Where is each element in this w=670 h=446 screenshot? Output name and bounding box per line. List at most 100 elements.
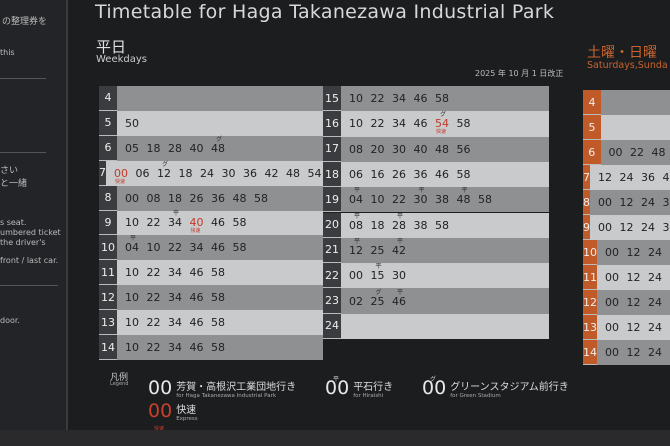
hour-row: 1400122436 [583, 340, 670, 365]
minute-value: 40 [189, 216, 204, 230]
minute-value: 05 [125, 141, 139, 155]
info-text: s seat. [0, 218, 27, 227]
hour-row: 8 00 08 18 26 36 48 58 [99, 185, 323, 211]
departure-minute: 46 平 [392, 289, 414, 308]
departure-minute: 58 [211, 291, 233, 304]
destination-mark: 平 [173, 210, 180, 218]
departure-minute: 24 [648, 321, 670, 334]
departure-minute: 04 平 [349, 187, 371, 206]
green-stadium-mark: グ [430, 376, 437, 383]
hour-row: 7 00 快速 06 12 グ 18 24 30 36 42 48 54 [99, 161, 323, 186]
minute-value: 54 [435, 117, 449, 131]
hour-label: 14 [99, 335, 117, 360]
legend-en: for Hiraishi [353, 393, 384, 399]
departure-minute: 24 [200, 167, 222, 180]
departure-minute: 05 [125, 142, 147, 155]
hour-label: 17 [323, 136, 341, 162]
departure-minute: 58 [457, 117, 479, 130]
departure-minute: 40 快速 [189, 216, 212, 234]
minute-value: 22 [168, 241, 182, 255]
minutes-list: 00122436 [597, 240, 670, 265]
departure-minute: 25 グ [371, 289, 393, 308]
departure-minute: 36 [414, 168, 436, 181]
hour-row: 11 10 22 34 46 58 [99, 260, 323, 286]
departure-minute: 46 [211, 241, 233, 254]
departure-minute: 16 [371, 168, 393, 181]
minute-value: 24 [200, 166, 214, 180]
minute-value: 00 [605, 321, 619, 334]
hour-row: 1100122436 [583, 265, 670, 290]
hour-row: 23 02 25 グ 46 平 [323, 288, 549, 314]
departure-minute: 36 [641, 171, 663, 184]
hour-label: 7 [99, 160, 106, 186]
hour-row: 1000122436 [583, 240, 670, 265]
minutes-list: 00122436 [597, 265, 670, 290]
minutes-list: 10 22 34 46 58 [341, 86, 549, 111]
departure-minute: 48 グ [211, 136, 233, 155]
legend-label-en: Legend [110, 381, 129, 387]
minute-value: 58 [456, 117, 471, 131]
destination-mark: 平 [130, 235, 137, 243]
minutes-list [341, 314, 549, 339]
departure-minute: 36 [243, 167, 265, 180]
departure-minute: 12 [627, 246, 649, 259]
departure-minute: 12 グ [157, 161, 179, 180]
departure-minute: 22 [392, 193, 414, 206]
departure-minute: 34 [168, 266, 190, 279]
minute-value: 48 [232, 191, 247, 205]
departure-minute: 18 [168, 192, 190, 205]
destination-mark: 平 [397, 288, 404, 296]
hour-row: 4 [99, 86, 323, 111]
minutes-list: 12 24 36 4 [590, 165, 670, 190]
hour-row: 17 08 20 30 40 48 56 [323, 136, 549, 162]
hour-row: 16 10 22 34 46 54 グ快速 58 [323, 111, 549, 137]
legend-item-express: 00 快速 快速 Express [148, 400, 198, 432]
minutes-list: 10 22 34 46 58 [117, 310, 323, 335]
minute-value: 58 [211, 266, 225, 280]
departure-minute: 00 [598, 196, 620, 209]
hour-label: 4 [583, 90, 601, 115]
minute-value: 24 [648, 346, 662, 359]
minutes-list: 10 22 34 平 40 快速 46 58 [117, 210, 323, 236]
departure-minute: 40 [190, 142, 212, 155]
departure-minute: 54 グ快速 [435, 111, 457, 135]
minutes-list: 00122436 [590, 215, 670, 240]
minute-value: 34 [189, 241, 204, 255]
destination-mark: 平 [354, 212, 361, 220]
minute-value: 12 [626, 346, 641, 359]
hour-row: 1300122436 [583, 315, 670, 340]
departure-minute: 00 [609, 146, 631, 159]
departure-minute: 48 平 [456, 187, 479, 207]
legend-item-hiraishi: 00 平 平石行き for Hiraishi [325, 376, 393, 399]
divider [0, 285, 58, 286]
departure-minute: 00 [125, 192, 147, 205]
departure-minute: 30 [222, 167, 244, 180]
departure-minute: 12 [627, 346, 649, 359]
minute-value: 48 [456, 193, 471, 207]
minute-value: 36 [413, 168, 428, 182]
info-text: front / last car. [0, 256, 59, 265]
hour-row: 14 10 22 34 46 58 [99, 335, 323, 360]
hour-label: 24 [323, 313, 341, 339]
departure-minute: 48 [652, 146, 670, 159]
departure-minute: 08 平 [349, 213, 371, 232]
minute-value: 34 [168, 341, 182, 355]
departure-minute: 58 [233, 216, 255, 229]
legend-sample: 00 [148, 400, 173, 422]
departure-minute: 58 [478, 193, 500, 206]
departure-minute: 56 [457, 143, 479, 156]
express-mark: 快速 [115, 178, 126, 185]
departure-minute: 38 [435, 193, 457, 206]
express-sub: 快速 [154, 426, 165, 432]
destination-mark: グ [375, 288, 382, 296]
minute-value: 24 [648, 271, 662, 284]
departure-minute: 46 [190, 291, 212, 304]
minutes-list: 00 08 18 26 36 48 58 [117, 186, 323, 211]
minute-value: 10 [370, 193, 385, 207]
destination-mark: 平 [354, 187, 361, 195]
minute-value: 46 [413, 92, 428, 106]
departure-minute: 00 [605, 321, 627, 334]
hour-label: 22 [323, 263, 341, 289]
hour-row: 24 [323, 313, 549, 339]
legend-item-green-stadium: 00 グ グリーンスタジアム前行き for Green Stadium [422, 376, 569, 399]
